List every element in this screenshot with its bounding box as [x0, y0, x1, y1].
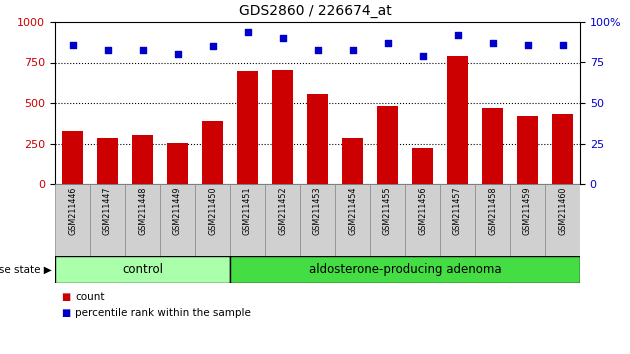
- Text: GSM211448: GSM211448: [138, 186, 147, 235]
- Bar: [55, 256, 230, 283]
- Text: GSM211459: GSM211459: [523, 186, 532, 235]
- Text: count: count: [75, 292, 105, 302]
- Text: GSM211454: GSM211454: [348, 186, 357, 235]
- Text: GSM211447: GSM211447: [103, 186, 112, 235]
- Bar: [300, 184, 335, 256]
- Text: GSM211446: GSM211446: [68, 186, 77, 235]
- Bar: [195, 184, 230, 256]
- Point: [207, 44, 217, 49]
- Text: aldosterone-producing adenoma: aldosterone-producing adenoma: [309, 263, 501, 276]
- Bar: [132, 135, 153, 184]
- Text: GSM211455: GSM211455: [383, 186, 392, 235]
- Bar: [230, 184, 265, 256]
- Bar: [517, 116, 538, 184]
- Bar: [335, 184, 370, 256]
- Bar: [447, 56, 468, 184]
- Point: [312, 47, 323, 52]
- Point: [103, 47, 113, 52]
- Bar: [412, 148, 433, 184]
- Text: control: control: [122, 263, 163, 276]
- Bar: [475, 184, 510, 256]
- Bar: [510, 184, 545, 256]
- Text: GSM211449: GSM211449: [173, 186, 182, 235]
- Point: [558, 42, 568, 47]
- Bar: [125, 184, 160, 256]
- Text: disease state ▶: disease state ▶: [0, 264, 52, 274]
- Bar: [552, 114, 573, 184]
- Bar: [62, 131, 83, 184]
- Bar: [167, 143, 188, 184]
- Bar: [440, 184, 475, 256]
- Bar: [230, 256, 580, 283]
- Text: GSM211450: GSM211450: [208, 186, 217, 235]
- Bar: [272, 70, 293, 184]
- Bar: [545, 184, 580, 256]
- Bar: [342, 138, 363, 184]
- Bar: [160, 184, 195, 256]
- Point: [418, 53, 428, 59]
- Text: GSM211456: GSM211456: [418, 186, 427, 235]
- Bar: [97, 138, 118, 184]
- Text: GSM211453: GSM211453: [313, 186, 322, 235]
- Bar: [55, 184, 90, 256]
- Text: GDS2860 / 226674_at: GDS2860 / 226674_at: [239, 4, 391, 18]
- Bar: [307, 94, 328, 184]
- Text: GSM211460: GSM211460: [558, 186, 567, 235]
- Point: [522, 42, 532, 47]
- Text: GSM211452: GSM211452: [278, 186, 287, 235]
- Point: [137, 47, 147, 52]
- Bar: [202, 121, 223, 184]
- Bar: [370, 184, 405, 256]
- Point: [67, 42, 77, 47]
- Text: ■: ■: [61, 292, 71, 302]
- Bar: [90, 184, 125, 256]
- Point: [173, 52, 183, 57]
- Bar: [377, 106, 398, 184]
- Text: GSM211451: GSM211451: [243, 186, 252, 235]
- Text: percentile rank within the sample: percentile rank within the sample: [75, 308, 251, 318]
- Point: [452, 32, 462, 38]
- Point: [382, 40, 392, 46]
- Point: [348, 47, 358, 52]
- Bar: [405, 184, 440, 256]
- Text: ■: ■: [61, 308, 71, 318]
- Bar: [237, 70, 258, 184]
- Bar: [482, 108, 503, 184]
- Point: [243, 29, 253, 35]
- Point: [277, 35, 287, 41]
- Point: [488, 40, 498, 46]
- Bar: [265, 184, 300, 256]
- Text: GSM211458: GSM211458: [488, 186, 497, 235]
- Text: GSM211457: GSM211457: [453, 186, 462, 235]
